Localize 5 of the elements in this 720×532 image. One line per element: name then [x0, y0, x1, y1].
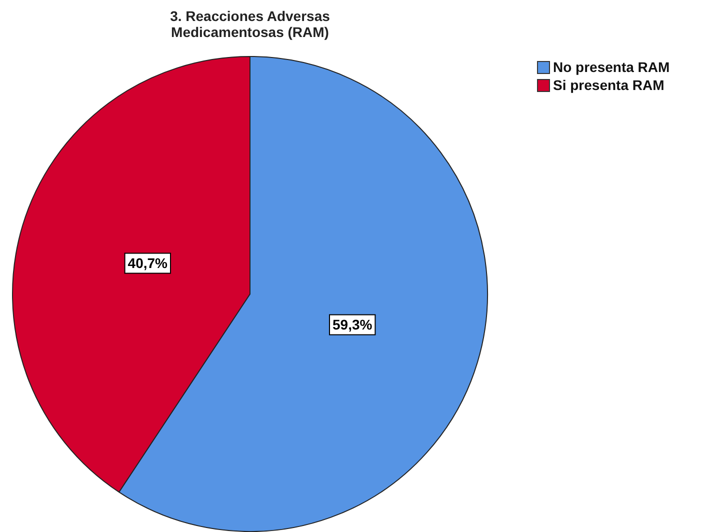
legend-label: No presenta RAM [553, 59, 670, 75]
data-label: 59,3% [332, 316, 373, 333]
data-label: 40,7% [128, 255, 168, 272]
legend-label: Si presenta RAM [553, 77, 664, 93]
chart-title: 3. Reacciones Adversas Medicamentosas (RAM) [169, 8, 331, 40]
